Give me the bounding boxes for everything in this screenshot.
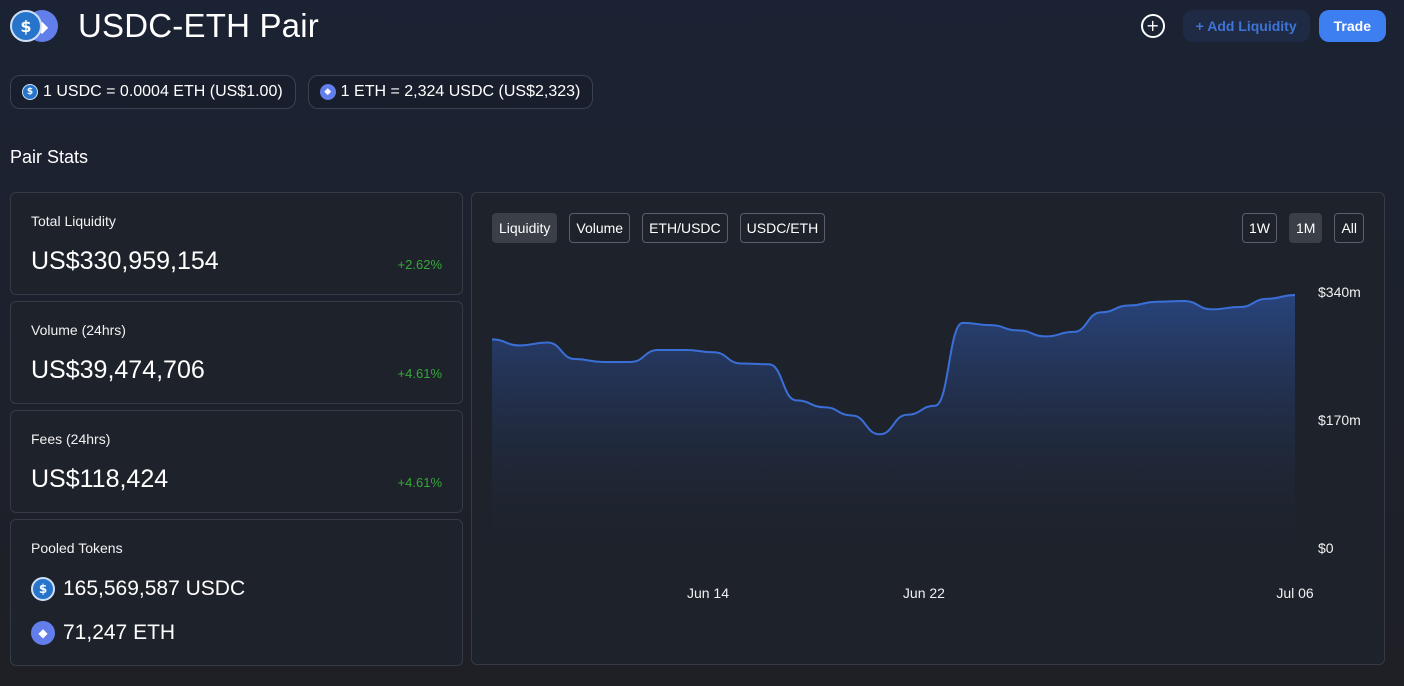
x-tick-label: Jun 14 [687,585,729,601]
usdc-rate-chip[interactable]: $ 1 USDC = 0.0004 ETH (US$1.00) [10,75,296,109]
stat-label: Total Liquidity [31,213,116,229]
range-1m[interactable]: 1M [1288,213,1323,243]
range-1w[interactable]: 1W [1241,213,1277,243]
liquidity-area [492,295,1295,548]
chart-tabs: Liquidity Volume ETH/USDC USDC/ETH [492,213,826,243]
stat-label: Volume (24hrs) [31,322,126,338]
pair-logo: $ ◆ [10,8,60,44]
y-tick-label: $0 [1318,540,1334,556]
pooled-usdc-row: $ 165,569,587 USDC [31,577,245,601]
chart-card: $0 $170m $340m Jun 14 Jun 22 Jul 06 Liquidity… [471,192,1385,665]
eth-rate-chip[interactable]: ◆ 1 ETH = 2,324 USDC (US$2,323) [307,75,594,109]
stat-value: US$118,424 [31,465,169,493]
liquidity-chart: $0 $170m $340m Jun 14 Jun 22 Jul 06 [491,284,1361,601]
eth-rate-text: 1 ETH = 2,324 USDC (US$2,323) [340,83,581,100]
usdc-icon: $ [22,84,38,100]
usdc-icon: $ [10,10,42,42]
stat-value: US$39,474,706 [31,356,205,384]
usdc-rate-text: 1 USDC = 0.0004 ETH (US$1.00) [43,83,283,100]
pooled-tokens-card: Pooled Tokens $ 165,569,587 USDC ◆ 71,24… [10,519,463,666]
pooled-usdc-amount: 165,569,587 USDC [63,577,246,600]
stat-change: +2.62% [397,257,442,272]
page-title: USDC-ETH Pair [78,7,319,44]
add-liquidity-button[interactable]: + Add Liquidity [1182,10,1310,42]
eth-icon: ◆ [31,621,55,645]
x-tick-label: Jun 22 [903,585,945,601]
stat-label: Fees (24hrs) [31,431,111,447]
exchange-rates: $ 1 USDC = 0.0004 ETH (US$1.00) ◆ 1 ETH … [10,75,594,109]
usdc-icon: $ [31,577,55,601]
range-all[interactable]: All [1334,213,1364,243]
pooled-eth-amount: 71,247 ETH [63,621,176,644]
section-title: Pair Stats [10,147,89,167]
eth-icon: ◆ [319,84,336,100]
chart-ranges: 1W 1M All [1241,213,1364,243]
fees-card: Fees (24hrs) US$118,424 +4.61% [10,410,463,513]
tab-usdc-eth[interactable]: USDC/ETH [739,213,826,243]
page-header: $ ◆ USDC-ETH Pair + + Add Liquidity Trad… [10,6,1386,46]
y-tick-label: $340m [1318,284,1361,300]
volume-card: Volume (24hrs) US$39,474,706 +4.61% [10,301,463,404]
tab-eth-usdc[interactable]: ETH/USDC [642,213,728,243]
liquidity-line [491,294,1296,436]
y-tick-label: $170m [1318,412,1361,428]
trade-button[interactable]: Trade [1318,10,1386,42]
plus-circle-icon[interactable]: + [1140,14,1165,38]
stat-change: +4.61% [397,366,442,381]
header-actions: + + Add Liquidity Trade [1140,10,1386,42]
tab-volume[interactable]: Volume [569,213,631,243]
x-tick-label: Jul 06 [1276,585,1314,601]
stat-change: +4.61% [397,475,442,490]
stat-label: Pooled Tokens [31,540,123,556]
pooled-eth-row: ◆ 71,247 ETH [31,621,175,645]
tab-liquidity[interactable]: Liquidity [492,213,558,243]
stat-value: US$330,959,154 [31,247,219,275]
total-liquidity-card: Total Liquidity US$330,959,154 +2.62% [10,192,463,295]
